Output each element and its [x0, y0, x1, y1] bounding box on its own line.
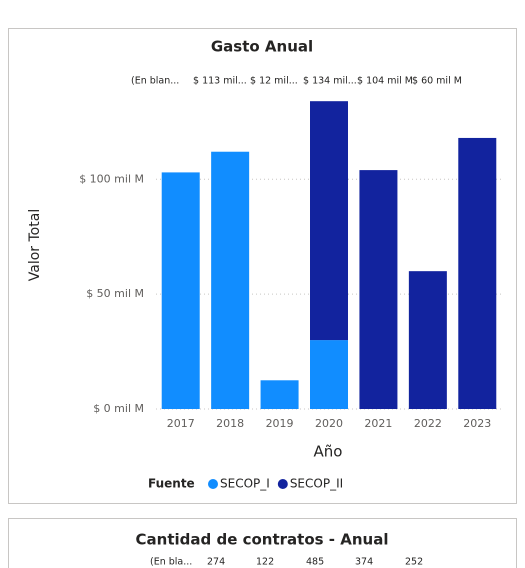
legend-label: SECOP_I	[220, 477, 270, 491]
data-label: 252	[405, 557, 423, 568]
x-tick-label: 2023	[463, 417, 491, 430]
chart-title: Cantidad de contratos - Anual	[136, 531, 389, 549]
data-label: $ 60 mil M	[412, 76, 462, 87]
data-label: 485	[306, 557, 324, 568]
y-axis-title: Valor Total	[27, 209, 43, 281]
bar-segment	[458, 137, 497, 410]
panel	[8, 518, 517, 568]
x-tick-label: 2021	[364, 417, 392, 430]
data-label: (En bla...	[150, 557, 192, 568]
data-label: $ 104 mil M	[357, 76, 413, 87]
legend-title: Fuente	[148, 477, 195, 491]
data-label: $ 12 mil...	[250, 76, 298, 87]
bar-segment	[161, 172, 200, 409]
chart-title: Gasto Anual	[211, 38, 313, 56]
data-label: 374	[355, 557, 373, 568]
panel	[8, 28, 517, 504]
x-tick-label: 2022	[414, 417, 442, 430]
data-label: $ 113 mil...	[193, 76, 247, 87]
bar-segment	[310, 340, 348, 409]
y-tick-label: $ 50 mil M	[86, 287, 144, 300]
bar-segment	[211, 151, 250, 409]
data-label: $ 134 mil...	[303, 76, 357, 87]
legend-marker	[208, 479, 218, 489]
bar-segment	[310, 101, 348, 341]
legend-label: SECOP_II	[290, 477, 343, 491]
y-tick-label: $ 100 mil M	[79, 172, 144, 185]
bar-segment	[260, 380, 299, 409]
x-tick-label: 2020	[315, 417, 343, 430]
x-tick-label: 2017	[167, 417, 195, 430]
x-tick-label: 2018	[216, 417, 244, 430]
data-label: 274	[207, 557, 225, 568]
bar-segment	[359, 170, 398, 409]
data-label: (En blan...	[131, 76, 179, 87]
x-axis-title: Año	[314, 443, 343, 461]
x-tick-label: 2019	[266, 417, 294, 430]
data-label: 122	[256, 557, 274, 568]
y-tick-label: $ 0 mil M	[93, 402, 144, 415]
bar-segment	[408, 271, 447, 409]
legend-marker	[277, 479, 288, 489]
